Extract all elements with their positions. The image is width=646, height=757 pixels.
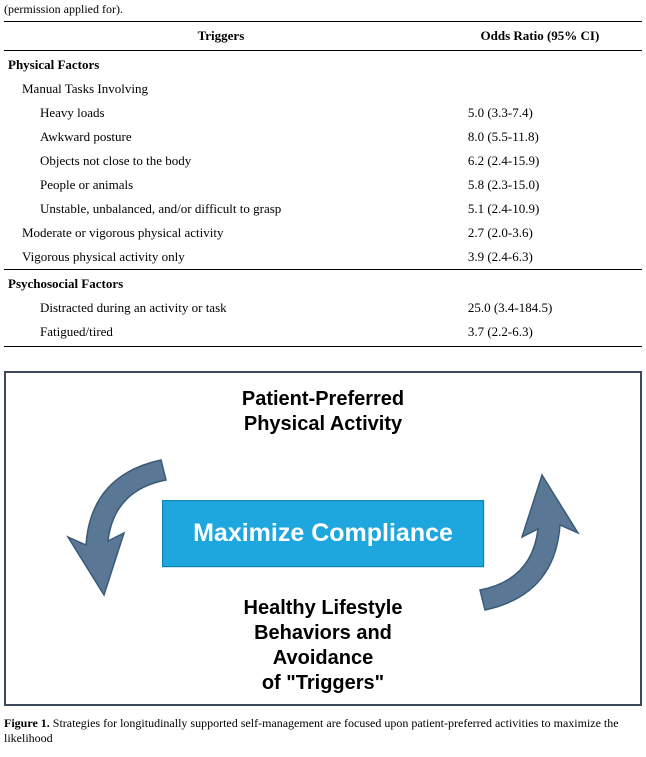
table-caption-top: (permission applied for). <box>4 0 642 21</box>
cell-label: Heavy loads <box>4 101 438 125</box>
cell-label: Moderate or vigorous physical activity <box>4 221 438 245</box>
cell-value: 2.7 (2.0-3.6) <box>438 221 642 245</box>
cell-value: 8.0 (5.5-11.8) <box>438 125 642 149</box>
header-triggers: Triggers <box>4 22 438 51</box>
cell-value: 5.8 (2.3-15.0) <box>438 173 642 197</box>
cell-label: Unstable, unbalanced, and/or difficult t… <box>4 197 438 221</box>
figure-center-box: Maximize Compliance <box>162 500 484 567</box>
figure-caption: Figure 1. Strategies for longitudinally … <box>4 706 642 746</box>
cell-value: 6.2 (2.4-15.9) <box>438 149 642 173</box>
triggers-table: Triggers Odds Ratio (95% CI) Physical Fa… <box>4 21 642 347</box>
header-odds-ratio: Odds Ratio (95% CI) <box>438 22 642 51</box>
table-row: Vigorous physical activity only 3.9 (2.4… <box>4 245 642 270</box>
section-title: Psychosocial Factors <box>4 270 642 297</box>
figure-container: Patient-PreferredPhysical Activity Maxim… <box>4 371 642 706</box>
table-row: Heavy loads 5.0 (3.3-7.4) <box>4 101 642 125</box>
cell-value: 3.9 (2.4-6.3) <box>438 245 642 270</box>
table-row: Distracted during an activity or task 25… <box>4 296 642 320</box>
cell-label: Awkward posture <box>4 125 438 149</box>
table-row: Awkward posture 8.0 (5.5-11.8) <box>4 125 642 149</box>
figure-caption-label: Figure 1. <box>4 716 50 730</box>
cell-value: 5.0 (3.3-7.4) <box>438 101 642 125</box>
table-row: Manual Tasks Involving <box>4 77 642 101</box>
cell-label: People or animals <box>4 173 438 197</box>
figure-top-label: Patient-PreferredPhysical Activity <box>6 387 640 437</box>
table-row: Moderate or vigorous physical activity 2… <box>4 221 642 245</box>
cell-value: 5.1 (2.4-10.9) <box>438 197 642 221</box>
subheading-manual-tasks: Manual Tasks Involving <box>4 77 438 101</box>
section-title: Physical Factors <box>4 51 642 78</box>
figure-bottom-label: Healthy LifestyleBehaviors andAvoidanceo… <box>6 596 640 696</box>
cell-label: Vigorous physical activity only <box>4 245 438 270</box>
table-row: Fatigued/tired 3.7 (2.2-6.3) <box>4 320 642 347</box>
table-header-row: Triggers Odds Ratio (95% CI) <box>4 22 642 51</box>
cell-label: Distracted during an activity or task <box>4 296 438 320</box>
figure-caption-text: Strategies for longitudinally supported … <box>4 716 619 745</box>
cell-value: 3.7 (2.2-6.3) <box>438 320 642 347</box>
cell-value <box>438 77 642 101</box>
section-physical-factors: Physical Factors <box>4 51 642 78</box>
cell-value: 25.0 (3.4-184.5) <box>438 296 642 320</box>
cell-label: Fatigued/tired <box>4 320 438 347</box>
table-row: People or animals 5.8 (2.3-15.0) <box>4 173 642 197</box>
section-psychosocial-factors: Psychosocial Factors <box>4 270 642 297</box>
cell-label: Objects not close to the body <box>4 149 438 173</box>
table-row: Unstable, unbalanced, and/or difficult t… <box>4 197 642 221</box>
table-row: Objects not close to the body 6.2 (2.4-1… <box>4 149 642 173</box>
